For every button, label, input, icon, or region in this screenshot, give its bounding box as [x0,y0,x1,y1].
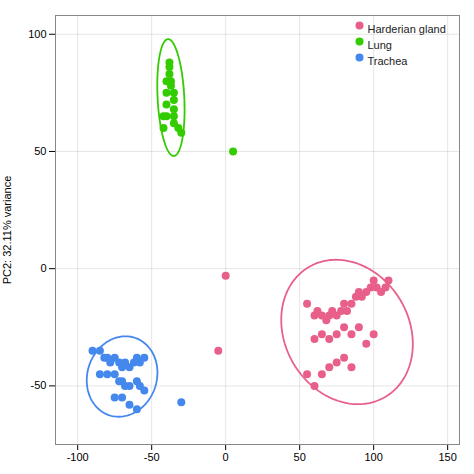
svg-text:50: 50 [34,145,46,157]
svg-text:0: 0 [40,262,46,274]
svg-text:Lung: Lung [368,39,392,51]
svg-text:-50: -50 [31,379,47,391]
svg-text:-50: -50 [144,451,160,463]
svg-text:PC2: 32.11% variance: PC2: 32.11% variance [1,176,13,285]
svg-text:50: 50 [294,451,306,463]
svg-text:100: 100 [28,28,46,40]
svg-text:0: 0 [223,451,229,463]
svg-text:Trachea: Trachea [368,55,409,67]
svg-text:-100: -100 [67,451,89,463]
svg-text:Harderian gland: Harderian gland [368,23,446,35]
svg-text:100: 100 [364,451,382,463]
svg-text:150: 150 [438,451,456,463]
